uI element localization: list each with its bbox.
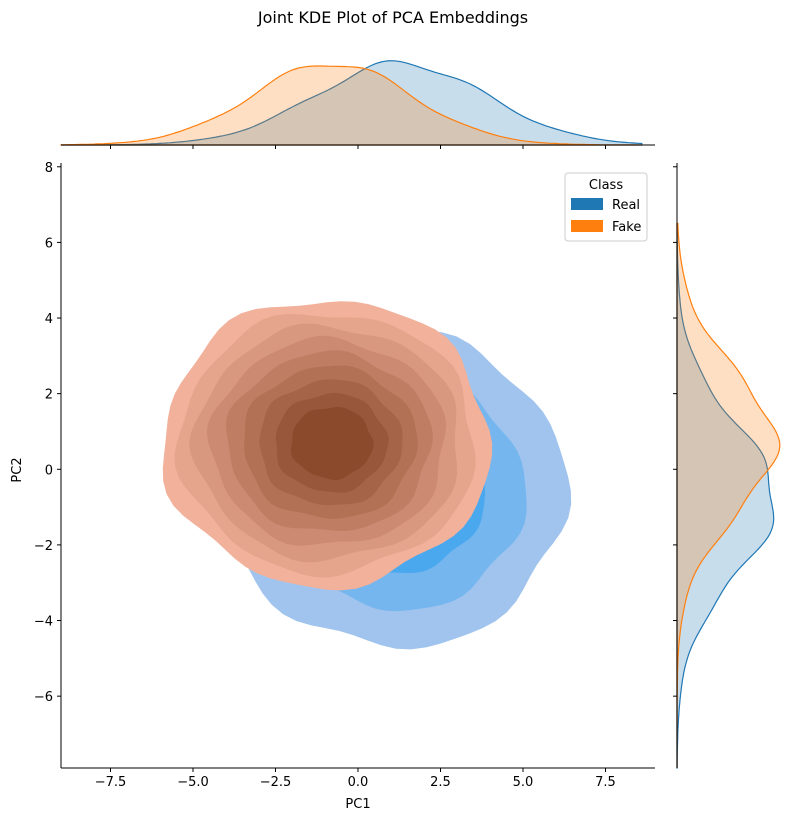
- x-marginal-density-fake: [60, 65, 642, 146]
- y-tick-label: −4: [34, 615, 53, 630]
- y-marginal-density-real: [676, 222, 775, 769]
- joint-plot-area: [162, 301, 572, 650]
- legend-label-fake: Fake: [612, 220, 641, 235]
- y-tick-label: 2: [45, 388, 53, 403]
- y-axis: −6 −4 −2 0 2 4 6 8: [34, 161, 62, 768]
- x-marginal-density-real: [61, 60, 643, 146]
- legend-swatch-fake: [571, 220, 603, 232]
- kde-contours-fake: [162, 301, 493, 591]
- legend: Class Real Fake: [564, 172, 648, 242]
- x-tick-label: −5.0: [177, 775, 209, 790]
- y-tick-label: −6: [34, 690, 53, 705]
- legend-label-real: Real: [612, 198, 640, 213]
- x-axis: −7.5 −5.0 −2.5 0.0 2.5 5.0 7.5: [61, 767, 655, 790]
- kde-contour-fake-level-9: [290, 407, 374, 480]
- chart-title: Joint KDE Plot of PCA Embeddings: [257, 8, 528, 27]
- x-tick-label: 5.0: [513, 775, 534, 790]
- legend-swatch-real: [571, 198, 603, 210]
- y-tick-label: 8: [45, 161, 53, 176]
- y-tick-label: 0: [45, 463, 53, 478]
- y-tick-label: −2: [34, 539, 53, 554]
- top-marginal-plot: [60, 60, 655, 149]
- right-marginal-plot: [673, 163, 781, 769]
- legend-title: Class: [589, 178, 623, 193]
- x-axis-label: PC1: [345, 797, 370, 812]
- y-tick-label: 6: [45, 236, 53, 251]
- y-axis-label: PC2: [10, 457, 25, 482]
- x-tick-label: 2.5: [430, 775, 451, 790]
- x-tick-label: −2.5: [260, 775, 292, 790]
- x-tick-label: 7.5: [595, 775, 616, 790]
- x-tick-label: 0.0: [348, 775, 369, 790]
- y-tick-label: 4: [45, 312, 53, 327]
- x-tick-label: −7.5: [95, 775, 127, 790]
